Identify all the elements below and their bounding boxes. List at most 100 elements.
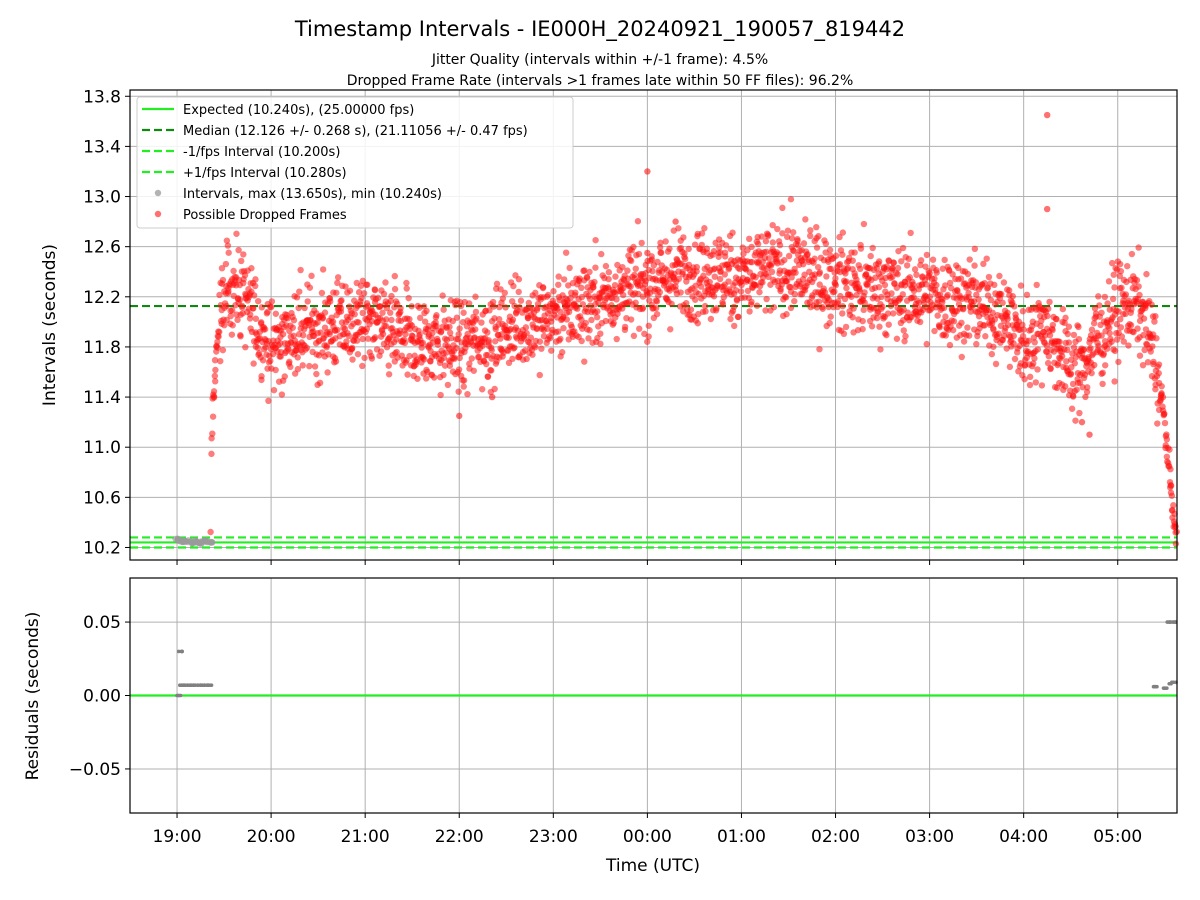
dropped-frame-point (1090, 320, 1098, 327)
dropped-frame-point (745, 235, 753, 243)
dropped-frame-point (1078, 418, 1086, 426)
dropped-frame-point (656, 288, 664, 296)
dropped-frame-point (995, 330, 1002, 337)
dropped-frame-point (1087, 344, 1094, 352)
dropped-frame-point (523, 330, 530, 337)
dropped-frame-point (453, 314, 461, 321)
dropped-frame-point (303, 344, 311, 352)
dropped-frame-point (404, 371, 411, 378)
dropped-frame-point (267, 357, 274, 365)
dropped-frame-point (440, 354, 448, 361)
dropped-frame-point (306, 362, 313, 370)
dropped-frame-point (787, 304, 795, 312)
dropped-frame-point (610, 319, 617, 327)
dropped-frame-point (1136, 352, 1144, 359)
dropped-frame-point (1108, 338, 1115, 345)
dropped-frame-point (353, 337, 361, 344)
intervals-plot-frame (129, 89, 1178, 561)
dropped-frame-point (403, 285, 410, 292)
dropped-frame-point (379, 309, 386, 316)
dropped-frame-point (957, 275, 965, 282)
dropped-frame-point (679, 268, 686, 276)
dropped-frame-point (942, 282, 949, 289)
dropped-frame-point (913, 271, 920, 278)
dropped-frame-point (1019, 308, 1027, 315)
dropped-frame-point (295, 304, 302, 312)
dropped-frame-point (1063, 358, 1070, 365)
dropped-frame-point (944, 291, 951, 299)
dropped-frame-point (1134, 325, 1141, 332)
dropped-frame-point (334, 279, 341, 287)
dropped-frame-point (1011, 303, 1018, 310)
dropped-frame-point (385, 362, 392, 369)
dropped-frame-point (578, 284, 585, 292)
x-tick-label: 00:00 (623, 827, 672, 847)
dropped-frame-point (836, 261, 844, 268)
interval-point (182, 537, 190, 545)
dropped-frame-point (1015, 368, 1022, 375)
dropped-frame-point (653, 310, 661, 318)
dropped-frame-point (538, 345, 545, 352)
dropped-frame-point (393, 336, 400, 343)
dropped-frame-point (536, 338, 544, 345)
dropped-frame-point (488, 367, 495, 374)
dropped-frame-point (473, 315, 480, 322)
dropped-frame-point (1009, 293, 1016, 300)
dropped-frame-point (342, 283, 349, 290)
dropped-frame-point (666, 245, 673, 252)
dropped-frame-point (1079, 384, 1086, 391)
dropped-frame-point (1030, 360, 1037, 367)
dropped-frame-point (987, 296, 995, 304)
dropped-frame-point (423, 307, 430, 315)
dropped-frame-point (681, 250, 688, 257)
dropped-frame-point (294, 365, 302, 373)
dropped-frame-point (1170, 502, 1177, 509)
dropped-frame-point (695, 310, 702, 318)
dropped-frame-point (1116, 260, 1124, 268)
dropped-frame-point (499, 295, 507, 302)
dropped-frame-point (1043, 111, 1051, 119)
dropped-frame-point (888, 290, 895, 297)
dropped-frame-point (234, 316, 241, 324)
dropped-frame-point (296, 288, 303, 295)
dropped-frame-point (591, 278, 598, 286)
dropped-frame-point (329, 318, 337, 325)
dropped-frame-point (235, 246, 242, 254)
dropped-frame-point (221, 322, 228, 329)
dropped-frame-point (272, 366, 279, 374)
dropped-frame-point (1000, 332, 1008, 340)
dropped-frame-point (1049, 321, 1057, 329)
residual-point (202, 683, 206, 688)
dropped-frame-point (901, 282, 909, 289)
dropped-frame-point (1020, 326, 1027, 333)
dropped-frame-point (1091, 361, 1098, 369)
dropped-frame-point (423, 375, 430, 382)
dropped-frame-point (779, 230, 786, 237)
dropped-frame-point (831, 288, 838, 295)
intervals-y-tick-label: 13.4 (83, 137, 121, 157)
dropped-frame-point (460, 309, 467, 316)
dropped-frame-point (1127, 321, 1135, 329)
dropped-frame-point (965, 332, 973, 339)
dropped-frame-point (326, 328, 333, 336)
dropped-frame-point (1038, 382, 1046, 389)
dropped-frame-point (988, 350, 996, 358)
intervals-y-tick-label: 11.0 (83, 438, 121, 458)
dropped-frame-point (472, 308, 480, 316)
dropped-frame-point (1088, 369, 1095, 377)
dropped-frame-point (1083, 388, 1091, 396)
dropped-frame-point (971, 262, 978, 269)
dropped-frame-point (484, 329, 491, 336)
dropped-frame-point (498, 331, 505, 338)
dropped-frame-point (687, 306, 695, 313)
dropped-frame-point (964, 324, 971, 331)
dropped-frame-point (776, 251, 783, 258)
dropped-frame-point (813, 244, 821, 251)
dropped-frame-point (211, 372, 219, 380)
dropped-frame-point (893, 335, 901, 342)
dropped-frame-point (900, 327, 907, 334)
dropped-frame-point (815, 298, 823, 305)
dropped-frame-point (806, 232, 814, 240)
dropped-frame-point (361, 354, 368, 362)
dropped-frame-point (311, 363, 319, 370)
